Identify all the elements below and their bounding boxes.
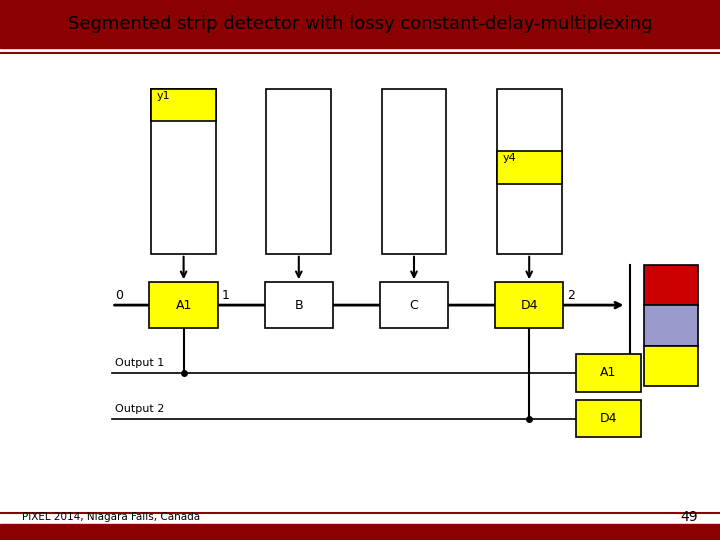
Text: C: C (410, 299, 418, 312)
Bar (266, 89, 331, 254)
Bar (0, 0, 720, 48)
Bar (150, 282, 218, 328)
Bar (497, 151, 562, 184)
Bar (265, 282, 333, 328)
Text: 0: 0 (115, 288, 123, 302)
Bar (151, 89, 216, 122)
Text: 2: 2 (567, 288, 575, 302)
Bar (644, 305, 698, 346)
Bar (0, 524, 720, 540)
Bar (576, 400, 641, 437)
Bar (644, 346, 698, 386)
Text: PIXEL 2014, Niagara Falls, Canada: PIXEL 2014, Niagara Falls, Canada (22, 512, 199, 522)
Text: Output 2: Output 2 (115, 404, 165, 414)
Bar (380, 282, 448, 328)
Bar (576, 354, 641, 391)
Text: D4: D4 (600, 412, 617, 425)
Text: 49: 49 (681, 510, 698, 524)
Bar (382, 89, 446, 254)
Bar (497, 89, 562, 254)
Text: y1: y1 (157, 91, 171, 101)
Bar (151, 89, 216, 254)
Text: Segmented strip detector with lossy constant-delay-multiplexing: Segmented strip detector with lossy cons… (68, 15, 652, 33)
Text: A1: A1 (600, 366, 616, 379)
Text: B: B (294, 299, 303, 312)
Text: A1: A1 (176, 299, 192, 312)
Text: Output 1: Output 1 (115, 358, 164, 368)
Text: D4: D4 (521, 299, 538, 312)
Text: 1: 1 (222, 288, 229, 302)
Bar (495, 282, 563, 328)
Text: y4: y4 (503, 153, 516, 163)
Bar (644, 265, 698, 305)
